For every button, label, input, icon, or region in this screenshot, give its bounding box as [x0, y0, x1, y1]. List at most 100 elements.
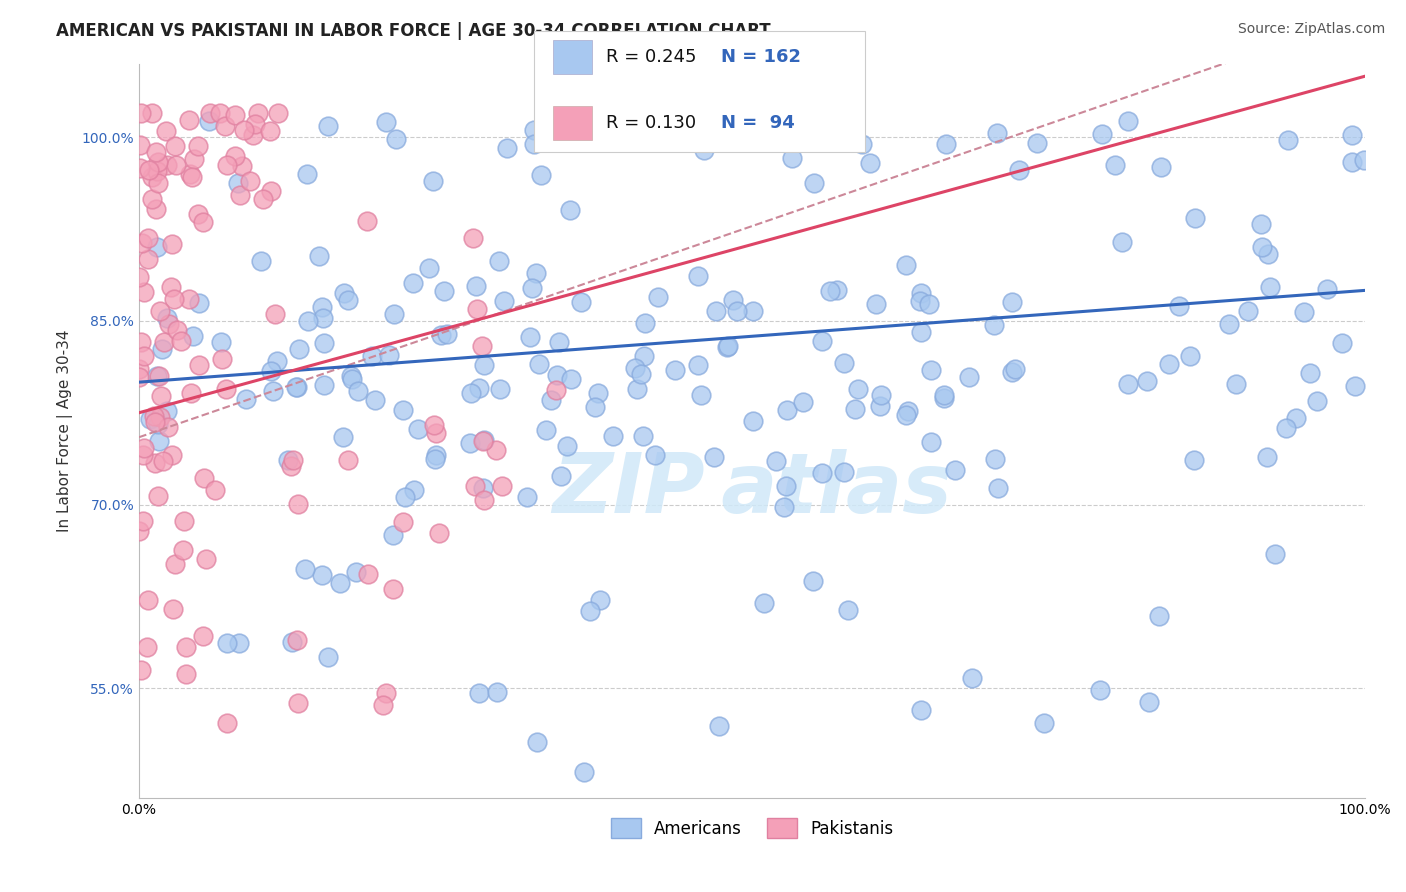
Point — [1007, 163, 1029, 178]
Point — [332, 430, 354, 444]
Point — [425, 426, 447, 441]
Point — [246, 106, 269, 120]
Point — [281, 452, 304, 467]
Point — [1292, 305, 1315, 319]
Point — [544, 383, 567, 397]
Point — [526, 735, 548, 749]
Point — [422, 174, 444, 188]
Point — [550, 469, 572, 483]
Point — [285, 632, 308, 647]
Point — [686, 268, 709, 283]
Point — [297, 314, 319, 328]
Point — [267, 106, 290, 120]
Point — [583, 401, 606, 415]
Point — [402, 483, 425, 498]
Point — [647, 290, 669, 304]
Point — [1157, 357, 1180, 371]
Point — [472, 434, 495, 448]
Point — [198, 114, 221, 128]
Point — [547, 335, 569, 350]
Point — [524, 266, 547, 280]
Point — [546, 368, 568, 383]
Point — [180, 386, 202, 401]
Point — [249, 254, 271, 268]
Point — [336, 293, 359, 307]
Point — [1341, 128, 1364, 143]
Point — [172, 543, 194, 558]
Y-axis label: In Labor Force | Age 30-34: In Labor Force | Age 30-34 — [58, 330, 73, 533]
Point — [148, 434, 170, 449]
Point — [472, 492, 495, 507]
Point — [1104, 158, 1126, 172]
Point — [224, 148, 246, 162]
Point — [1343, 379, 1365, 393]
Point — [472, 359, 495, 373]
Point — [1316, 282, 1339, 296]
Point — [163, 139, 186, 153]
Point — [529, 357, 551, 371]
Point — [1111, 235, 1133, 250]
Point — [173, 514, 195, 528]
Point — [155, 124, 177, 138]
Point — [177, 292, 200, 306]
Point — [360, 349, 382, 363]
Point — [141, 192, 163, 206]
Point — [1250, 218, 1272, 232]
Point — [308, 249, 330, 263]
Point — [1116, 377, 1139, 392]
Point — [382, 307, 405, 321]
Point — [523, 123, 546, 137]
Point — [858, 156, 880, 170]
Point — [215, 382, 238, 396]
Point — [214, 120, 236, 134]
Point — [132, 514, 155, 528]
Point — [825, 283, 848, 297]
Point — [1225, 377, 1247, 392]
Point — [460, 386, 482, 401]
Point — [869, 387, 891, 401]
Point — [932, 388, 955, 402]
Point — [143, 415, 166, 429]
Point — [312, 336, 335, 351]
Point — [785, 119, 807, 133]
Point — [232, 123, 254, 137]
Point — [129, 106, 152, 120]
Point — [146, 368, 169, 383]
Point — [392, 516, 415, 530]
Point — [425, 451, 447, 466]
Point — [1178, 349, 1201, 363]
Point — [128, 361, 150, 376]
Point — [1150, 161, 1173, 175]
Point — [148, 369, 170, 384]
Point — [957, 369, 980, 384]
Point — [1257, 247, 1279, 261]
Point — [215, 635, 238, 649]
Point — [465, 302, 488, 317]
Point — [209, 106, 232, 120]
Point — [170, 334, 193, 348]
Point — [382, 582, 405, 597]
Point — [801, 574, 824, 589]
Point — [707, 719, 730, 733]
Point — [136, 593, 159, 607]
Point — [183, 152, 205, 166]
Point — [373, 698, 395, 713]
Point — [266, 354, 288, 368]
Point — [160, 448, 183, 462]
Point — [520, 280, 543, 294]
Point — [631, 120, 654, 135]
Text: N = 162: N = 162 — [721, 48, 801, 66]
Point — [156, 403, 179, 417]
Point — [960, 671, 983, 685]
Point — [149, 304, 172, 318]
Point — [418, 260, 440, 275]
Point — [193, 629, 215, 643]
Point — [869, 399, 891, 413]
Point — [811, 466, 834, 480]
Point — [844, 401, 866, 416]
Point — [918, 297, 941, 311]
Point — [631, 428, 654, 442]
Point — [935, 137, 957, 152]
Point — [1305, 394, 1327, 409]
Text: Source: ZipAtlas.com: Source: ZipAtlas.com — [1237, 22, 1385, 37]
